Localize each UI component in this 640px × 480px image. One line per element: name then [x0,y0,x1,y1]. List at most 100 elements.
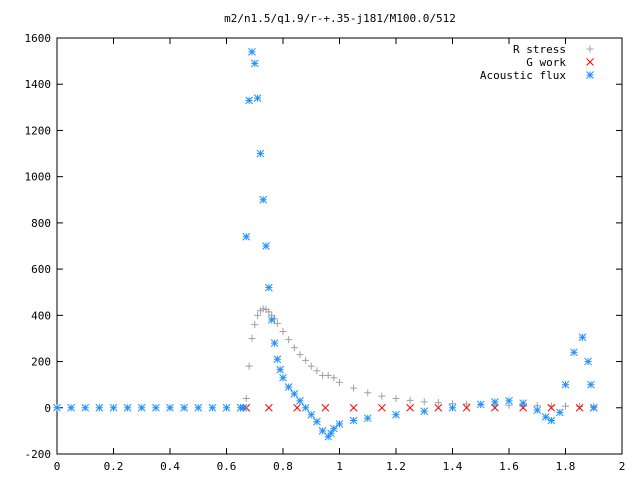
data-point [137,403,146,412]
legend-marker [586,71,594,79]
y-tick-label: 600 [31,263,51,276]
data-point [448,403,457,412]
data-point [533,406,542,414]
data-point [194,403,203,412]
data-point [307,362,315,370]
data-point [285,336,293,344]
data-point [576,402,584,410]
legend-label: Acoustic flux [480,69,566,82]
data-point [248,48,256,56]
data-point [434,403,443,412]
chart-title: m2/n1.5/q1.9/r-+.35-j181/M100.0/512 [224,12,456,25]
data-point [491,403,499,412]
data-point [242,395,250,403]
legend-label: G work [526,56,566,69]
data-point [262,242,270,250]
data-point [307,410,316,419]
data-point [67,403,75,412]
data-point [208,403,217,412]
x-tick-label: 0.8 [273,460,293,473]
series-layer [53,48,598,441]
data-point [420,398,428,406]
data-point [378,403,386,412]
data-point [420,407,429,416]
data-point [273,355,282,364]
legend-label: R stress [513,43,566,56]
data-point [406,403,414,412]
data-point [270,339,279,347]
data-point [248,334,256,342]
legend-marker [586,45,594,53]
data-point [321,403,330,412]
series-1 [242,403,598,412]
data-point [561,380,570,389]
data-point [476,400,485,409]
data-point [81,403,90,412]
data-point [562,402,569,410]
data-point [578,333,587,342]
data-point [259,195,268,204]
data-point [555,408,564,417]
data-point [378,392,386,400]
data-point [392,395,400,403]
data-point [265,283,273,292]
data-point [313,367,321,375]
data-point [547,416,556,425]
data-point [284,383,293,391]
data-point [95,403,104,412]
data-point [254,311,262,319]
x-tick-label: 1.6 [499,460,519,473]
data-point [364,389,372,397]
x-tick-label: 0 [54,460,61,473]
data-point [222,403,231,412]
data-point [570,348,578,357]
y-tick-label: 1000 [25,171,52,184]
data-point [245,362,253,370]
data-point [290,390,299,398]
data-point [302,356,310,364]
data-point [256,149,265,158]
data-point [251,321,259,329]
data-point [301,403,310,412]
x-tick-label: 1.4 [443,460,463,473]
y-tick-label: 1600 [25,32,52,45]
y-tick-label: 1400 [25,78,52,91]
data-point [547,403,556,412]
data-point [279,328,287,336]
data-point [462,403,471,412]
data-point [250,59,259,68]
data-point [279,373,287,382]
data-point [434,399,442,407]
y-tick-label: -200 [25,448,52,461]
plot-area [56,37,623,455]
data-point [406,396,414,404]
data-point [330,374,338,382]
data-point [335,420,344,428]
data-point [349,416,358,425]
data-point [350,384,358,392]
data-point [324,371,332,379]
data-point [267,316,276,324]
data-point [541,413,550,421]
data-point [463,400,471,408]
y-tick-label: 800 [31,217,51,230]
data-point [245,96,253,105]
y-tick-label: 200 [31,356,51,369]
data-point [505,396,513,405]
data-point [392,410,400,419]
x-tick-label: 0.6 [217,460,237,473]
data-point [584,357,592,366]
data-point [180,403,188,412]
x-tick-label: 1 [336,460,343,473]
legend-marker [586,58,594,66]
x-tick-label: 1.2 [386,460,406,473]
x-tick-label: 0.2 [104,460,124,473]
data-point [589,403,598,412]
x-tick-label: 2 [619,460,626,473]
data-point [329,424,338,433]
data-point [296,396,304,405]
y-axis: -200 0 200 400 600 800 1000 1200 1400 1600 [25,32,622,461]
data-point [253,94,262,102]
